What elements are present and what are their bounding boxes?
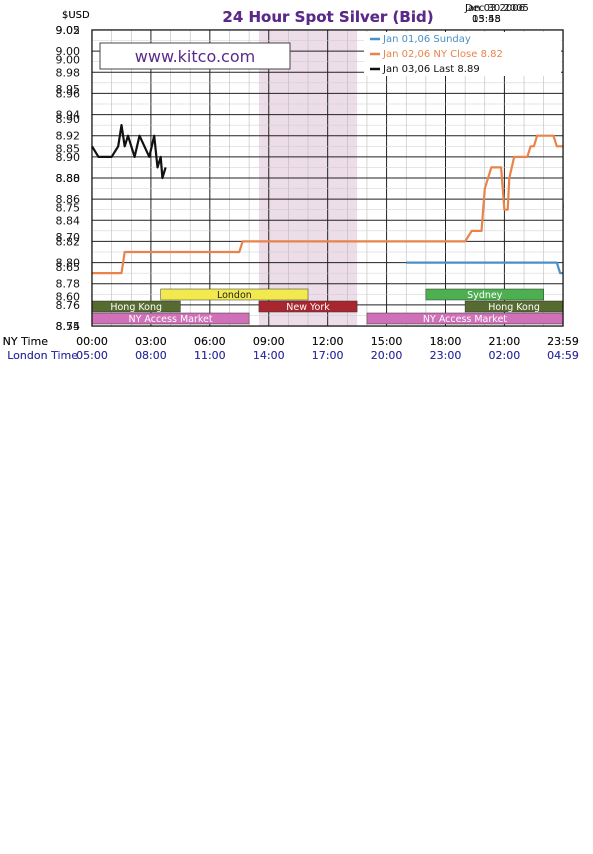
market-bar <box>160 288 309 301</box>
x-tick-london: 23:00 <box>430 349 462 362</box>
y-tick-label: 8.90 <box>56 113 81 126</box>
x-tick-ny: 00:00 <box>76 335 108 348</box>
ny-time-label: NY Time <box>3 335 49 348</box>
chart-date: Dec 30 2005 <box>465 3 529 14</box>
chart-jan-03-2006: $USD 24 Hour Spot Silver (Bid) Jan 03 2006… <box>3 3 579 362</box>
currency-label: $USD <box>62 10 90 21</box>
y-tick-label: 8.65 <box>56 261 81 274</box>
x-tick-london: 05:00 <box>76 349 108 362</box>
x-tick-ny: 21:00 <box>489 335 521 348</box>
x-tick-london: 14:00 <box>253 349 285 362</box>
market-label: Hong Kong <box>488 302 540 313</box>
x-tick-london: 20:00 <box>371 349 403 362</box>
x-tick-london: 11:00 <box>194 349 226 362</box>
y-tick-label: 8.98 <box>56 66 81 79</box>
y-tick-label: 8.95 <box>56 83 81 96</box>
x-tick-ny: 18:00 <box>430 335 462 348</box>
x-tick-london: 11:00 <box>194 349 226 362</box>
x-tick-london: 02:00 <box>489 349 521 362</box>
x-tick-london: 04:59 <box>547 349 579 362</box>
y-tick-label: 9.00 <box>56 54 81 67</box>
x-tick-ny: 09:00 <box>253 335 285 348</box>
market-bar <box>425 288 544 301</box>
market-label: NY Access Market <box>423 314 507 325</box>
y-tick-label: 8.90 <box>56 151 81 164</box>
y-tick-label: 8.82 <box>56 235 81 248</box>
market-label: London <box>217 290 252 301</box>
y-tick-label: 9.00 <box>56 45 81 58</box>
x-tick-ny: 12:00 <box>312 335 344 348</box>
chart-title: 24 Hour Spot Silver (Bid) <box>222 8 433 26</box>
x-tick-london: 17:00 <box>312 349 344 362</box>
x-tick-ny: 23:59 <box>547 335 579 348</box>
y-tick-label: 8.96 <box>56 87 81 100</box>
x-tick-london: 08:00 <box>135 349 167 362</box>
y-tick-label: 8.70 <box>56 231 81 244</box>
x-tick-ny: 15:00 <box>371 335 403 348</box>
chart-panel-2: $USD 24 Hour Spot Silver (Bid) Jan 03 2006… <box>0 0 593 370</box>
x-tick-ny: 03:00 <box>135 335 167 348</box>
x-tick-ny: 23:59 <box>547 335 579 348</box>
currency-label: $USD <box>62 10 90 21</box>
series-line <box>406 261 563 275</box>
y-tick-label: 8.78 <box>56 278 81 291</box>
y-tick-label: 8.88 <box>56 172 81 185</box>
x-tick-ny: 00:00 <box>76 335 108 348</box>
x-tick-ny: 15:00 <box>371 335 403 348</box>
chart-title: 24 Hour Spot Silver (Bid) <box>222 8 433 26</box>
legend-entry: Jan 01,06 Sunday <box>382 34 471 45</box>
chart-date: Jan 03 2006 <box>464 3 525 14</box>
y-tick-label: 8.80 <box>56 172 81 185</box>
x-tick-ny: 18:00 <box>430 335 462 348</box>
y-tick-label: 8.80 <box>56 257 81 270</box>
y-tick-label: 8.55 <box>56 320 81 333</box>
market-label: NY Access Market <box>128 314 212 325</box>
x-tick-london: 05:00 <box>76 349 108 362</box>
x-tick-london: 02:00 <box>489 349 521 362</box>
chart-time: 15:58 <box>472 14 501 25</box>
x-tick-ny: 12:00 <box>312 335 344 348</box>
y-tick-label: 8.86 <box>56 193 81 206</box>
x-tick-london: 04:59 <box>547 349 579 362</box>
y-tick-label: 8.76 <box>56 299 81 312</box>
x-tick-ny: 09:00 <box>253 335 285 348</box>
y-tick-label: 8.60 <box>56 290 81 303</box>
x-tick-london: 23:00 <box>430 349 462 362</box>
series-line <box>91 123 167 180</box>
y-tick-label: 8.85 <box>56 142 81 155</box>
y-tick-label: 8.84 <box>56 214 81 227</box>
x-tick-london: 08:00 <box>135 349 167 362</box>
watermark: www.kitco.com <box>135 47 255 66</box>
x-tick-ny: 06:00 <box>194 335 226 348</box>
x-tick-ny: 21:00 <box>489 335 521 348</box>
y-tick-label: 8.94 <box>56 109 81 122</box>
watermark-box <box>99 42 291 70</box>
ny-time-label: NY Time <box>3 335 49 348</box>
y-tick-label: 8.75 <box>56 202 81 215</box>
x-tick-ny: 03:00 <box>135 335 167 348</box>
legend-entry: Jan 02,06 NY Close 8.82 <box>382 49 503 60</box>
y-tick-label: 8.92 <box>56 130 81 143</box>
chart-time: 03:45 <box>472 14 501 25</box>
x-tick-london: 17:00 <box>312 349 344 362</box>
series-line <box>92 134 563 275</box>
y-tick-label: 9.02 <box>56 24 81 37</box>
market-label: Sydney <box>467 290 503 301</box>
y-tick-label: 8.74 <box>56 320 81 333</box>
x-tick-london: 14:00 <box>253 349 285 362</box>
x-tick-london: 20:00 <box>371 349 403 362</box>
x-tick-ny: 06:00 <box>194 335 226 348</box>
london-time-label: London Time <box>7 349 78 362</box>
london-time-label: London Time <box>7 349 78 362</box>
market-bar <box>258 300 358 313</box>
y-tick-label: 9.05 <box>56 24 81 37</box>
market-label: Hong Kong <box>110 302 162 313</box>
legend-box <box>364 32 561 76</box>
legend-entry: Jan 03,06 Last 8.89 <box>382 64 480 75</box>
plot-border <box>91 29 564 327</box>
market-label: New York <box>286 302 330 313</box>
